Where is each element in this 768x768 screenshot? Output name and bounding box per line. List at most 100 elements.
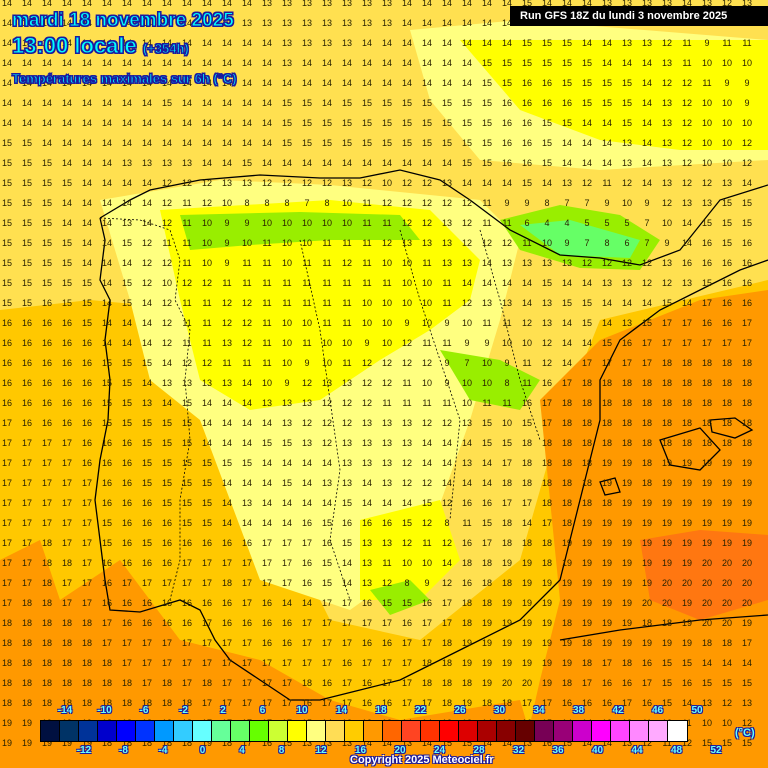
grid-value: 17 [601, 658, 612, 668]
grid-value: 16 [601, 698, 612, 708]
grid-value: 14 [641, 298, 652, 308]
grid-value: 9 [704, 38, 710, 48]
grid-value: 12 [681, 138, 692, 148]
grid-value: 18 [41, 658, 52, 668]
grid-value: 16 [321, 538, 332, 548]
grid-value: 11 [382, 278, 392, 288]
grid-value: 5 [624, 218, 630, 228]
grid-value: 15 [361, 118, 372, 128]
grid-value: 19 [641, 498, 652, 508]
grid-value: 17 [381, 658, 392, 668]
grid-value: 14 [81, 218, 92, 228]
grid-value: 15 [81, 278, 92, 288]
grid-value: 14 [461, 18, 472, 28]
grid-value: 19 [461, 658, 472, 668]
grid-value: 12 [441, 538, 452, 548]
grid-value: 16 [121, 618, 132, 628]
grid-value: 17 [41, 438, 52, 448]
grid-value: 14 [261, 58, 272, 68]
grid-value: 14 [401, 0, 412, 8]
grid-value: 14 [241, 438, 252, 448]
grid-value: 19 [601, 598, 612, 608]
grid-value: 14 [441, 478, 452, 488]
grid-value: 10 [281, 358, 292, 368]
grid-value: 12 [621, 178, 632, 188]
grid-value: 13 [661, 118, 672, 128]
grid-value: 17 [441, 618, 452, 628]
grid-value: 9 [444, 378, 450, 388]
grid-value: 15 [281, 118, 292, 128]
grid-value: 13 [281, 58, 292, 68]
grid-value: 18 [481, 578, 492, 588]
grid-value: 12 [641, 278, 652, 288]
grid-value: 12 [481, 238, 492, 248]
grid-value: 18 [621, 418, 632, 428]
variable-title: Températures maximales sur 6h (°C) [12, 71, 238, 87]
grid-value: 13 [701, 0, 712, 8]
grid-value: 17 [141, 658, 152, 668]
grid-value: 12 [421, 478, 432, 488]
grid-value: 16 [1, 318, 12, 328]
grid-value: 11 [362, 198, 372, 208]
grid-value: 15 [601, 78, 612, 88]
grid-value: 18 [41, 678, 52, 688]
grid-value: 15 [61, 258, 72, 268]
grid-value: 18 [581, 478, 592, 488]
grid-value: 10 [701, 58, 712, 68]
grid-value: 17 [21, 538, 32, 548]
grid-value: 7 [304, 198, 310, 208]
grid-value: 13 [241, 18, 252, 28]
grid-value: 19 [721, 538, 732, 548]
grid-value: 18 [561, 678, 572, 688]
grid-value: 15 [521, 38, 532, 48]
grid-value: 17 [241, 738, 252, 748]
grid-value: 12 [581, 258, 592, 268]
grid-value: 17 [421, 698, 432, 708]
grid-value: 17 [181, 678, 192, 688]
grid-value: 14 [221, 98, 232, 108]
grid-value: 15 [581, 298, 592, 308]
grid-value: 14 [301, 478, 312, 488]
grid-value: 14 [81, 0, 92, 8]
grid-value: 13 [701, 698, 712, 708]
grid-value: 14 [361, 738, 372, 748]
grid-value: 18 [641, 378, 652, 388]
grid-value: 16 [141, 498, 152, 508]
grid-value: 14 [401, 38, 412, 48]
grid-value: 8 [284, 198, 290, 208]
scale-tick-top: -14 [57, 705, 73, 716]
grid-value: 14 [221, 518, 232, 528]
grid-value: 14 [561, 158, 572, 168]
grid-value: 18 [461, 558, 472, 568]
grid-value: 15 [721, 738, 732, 748]
grid-value: 18 [121, 698, 132, 708]
grid-value: 20 [661, 578, 672, 588]
grid-value: 13 [621, 0, 632, 8]
grid-value: 13 [361, 18, 372, 28]
grid-value: 14 [61, 38, 72, 48]
grid-value: 19 [621, 598, 632, 608]
grid-value: 19 [481, 678, 492, 688]
grid-value: 15 [21, 158, 32, 168]
scale-tick-bottom: 4 [239, 745, 245, 756]
grid-value: 9 [244, 218, 250, 228]
grid-value: 15 [481, 138, 492, 148]
grid-value: 17 [321, 618, 332, 628]
grid-value: 15 [401, 138, 412, 148]
grid-value: 18 [641, 458, 652, 468]
grid-value: 15 [741, 198, 752, 208]
grid-value: 15 [421, 98, 432, 108]
grid-value: 18 [681, 418, 692, 428]
grid-value: 16 [461, 498, 472, 508]
grid-value: 16 [41, 358, 52, 368]
color-swatch [554, 721, 573, 741]
grid-value: 14 [301, 58, 312, 68]
grid-value: 10 [721, 158, 732, 168]
grid-value: 15 [421, 138, 432, 148]
grid-value: 11 [442, 298, 452, 308]
grid-value: 10 [721, 138, 732, 148]
grid-value: 17 [501, 498, 512, 508]
grid-value: 8 [604, 238, 610, 248]
grid-value: 14 [1, 18, 12, 28]
grid-value: 18 [561, 398, 572, 408]
